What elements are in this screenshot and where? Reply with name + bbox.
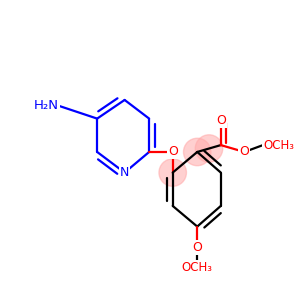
- Text: OCH₃: OCH₃: [182, 261, 213, 274]
- Circle shape: [195, 135, 223, 162]
- Circle shape: [159, 159, 186, 186]
- Text: O: O: [168, 146, 178, 158]
- Circle shape: [184, 138, 211, 166]
- Text: N: N: [120, 166, 129, 179]
- Text: OCH₃: OCH₃: [263, 139, 294, 152]
- Text: O: O: [216, 114, 226, 127]
- Text: O: O: [239, 146, 249, 158]
- Text: H₂N: H₂N: [34, 99, 59, 112]
- Text: O: O: [192, 241, 202, 254]
